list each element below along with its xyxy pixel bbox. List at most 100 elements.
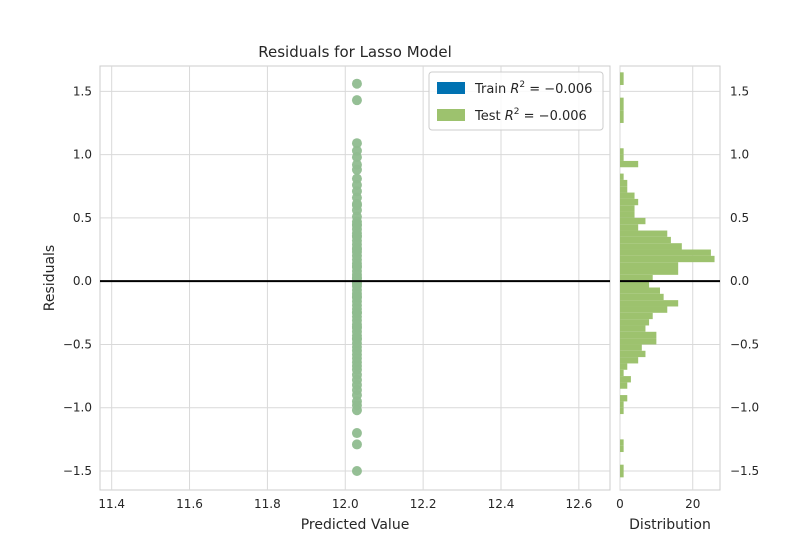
x-tick-label: 11.8 [254,497,281,511]
y-axis-label: Residuals [42,245,58,311]
distribution-x-tick-label: 20 [685,497,700,511]
distribution-bar [620,249,711,256]
distribution-y-tick-label: 0.0 [730,274,749,288]
distribution-bars [620,72,715,478]
distribution-x-tick-labels: 0 20 [616,497,700,511]
distribution-bar [620,255,715,263]
distribution-y-tick-label: 1.5 [730,84,749,98]
y-tick-label: −1.5 [63,464,92,478]
residual-point [351,230,362,241]
distribution-bar [620,268,679,275]
legend-label-test-prefix: Test [474,109,505,124]
distribution-bar [620,230,668,237]
distribution-bar [620,173,624,180]
residual-point [351,333,362,344]
residual-point [351,164,362,175]
distribution-bar [620,350,646,358]
distribution-bar [620,160,639,168]
residual-point [351,291,362,302]
distribution-bar [620,344,642,351]
distribution-y-tick-label: −0.5 [730,337,759,351]
distribution-bar [620,300,679,307]
distribution-bar [620,186,628,193]
distribution-bar [620,401,624,408]
legend-box [428,71,604,131]
residual-point [351,219,362,230]
distribution-bar [620,395,628,402]
y-tick-label: −0.5 [63,337,92,351]
x-tick-label: 12.0 [332,497,359,511]
y-tick-label: 0.5 [73,211,92,225]
x-tick-label: 12.4 [488,497,515,511]
x-tick-label: 12.6 [565,497,592,511]
distribution-axis-label: Distribution [629,517,711,533]
distribution-bar [620,445,624,453]
x-axis-label: Predicted Value [301,517,410,533]
distribution-bar [620,72,624,85]
distribution-bar [620,243,682,250]
test-residual-points [351,78,362,477]
distribution-bar [620,464,624,478]
distribution-x-tick-label: 0 [616,497,624,511]
residual-point [351,466,362,477]
distribution-bar [620,211,635,218]
residual-point [351,307,362,318]
distribution-bar [620,287,660,294]
distribution-bar [620,192,635,199]
residual-point [351,439,362,450]
distribution-bar [620,205,635,212]
distribution-panel: 0 20 1.5 1.0 0.5 0.0 −0.5 −1.0 −1.5 Distributio… [616,65,759,533]
legend-swatch-test [437,109,465,121]
chart-title: Residuals for Lasso Model [258,43,451,61]
distribution-bar [620,357,639,364]
distribution-bar [620,331,657,339]
distribution-y-tick-label: −1.0 [730,401,759,415]
residuals-panel: 11.4 11.6 11.8 12.0 12.2 12.4 12.6 1.5 1.0 0.5 0.… [42,65,611,533]
distribution-bar [620,179,628,187]
y-tick-label: 0.0 [73,274,92,288]
distribution-bar [620,97,624,111]
distribution-bar [620,325,646,332]
distribution-y-tick-labels: 1.5 1.0 0.5 0.0 −0.5 −1.0 −1.5 [730,84,759,478]
distribution-bar [620,148,624,155]
distribution-bar [620,369,624,377]
distribution-y-tick-label: 1.0 [730,148,749,162]
main-x-tick-labels: 11.4 11.6 11.8 12.0 12.2 12.4 12.6 [98,497,592,511]
x-tick-label: 11.6 [176,497,203,511]
distribution-bar [620,382,628,389]
residual-point [351,405,362,416]
y-tick-label: −1.0 [63,401,92,415]
distribution-bar [620,274,653,282]
legend-label-test-value: = −0.006 [520,109,587,124]
residual-point [351,138,362,149]
distribution-bar [620,281,650,288]
legend-label-test-sup: 2 [514,107,520,117]
legend-label-train-value: = −0.006 [525,82,592,97]
distribution-bar [620,363,628,370]
distribution-bar [620,312,653,320]
legend-label-test-r: R [505,109,514,124]
distribution-bar [620,224,639,231]
distribution-bar [620,439,624,446]
distribution-bar [620,110,624,123]
legend-label-test: Test R2 = −0.006 [474,107,587,124]
residual-point [351,321,362,332]
y-tick-label: 1.0 [73,148,92,162]
residual-point [351,152,362,163]
legend-label-train: Train R2 = −0.006 [474,80,592,97]
residual-point [351,244,362,255]
residual-point [351,428,362,439]
distribution-bar [620,338,657,345]
x-tick-label: 12.2 [410,497,437,511]
distribution-bar [620,262,679,269]
x-tick-label: 11.4 [98,497,125,511]
distribution-bar [620,407,624,415]
y-tick-label: 1.5 [73,84,92,98]
distribution-bar [620,376,631,383]
residual-point [351,95,362,106]
distribution-y-tick-label: 0.5 [730,211,749,225]
distribution-bar [620,319,650,326]
legend-label-train-sup: 2 [519,80,525,90]
